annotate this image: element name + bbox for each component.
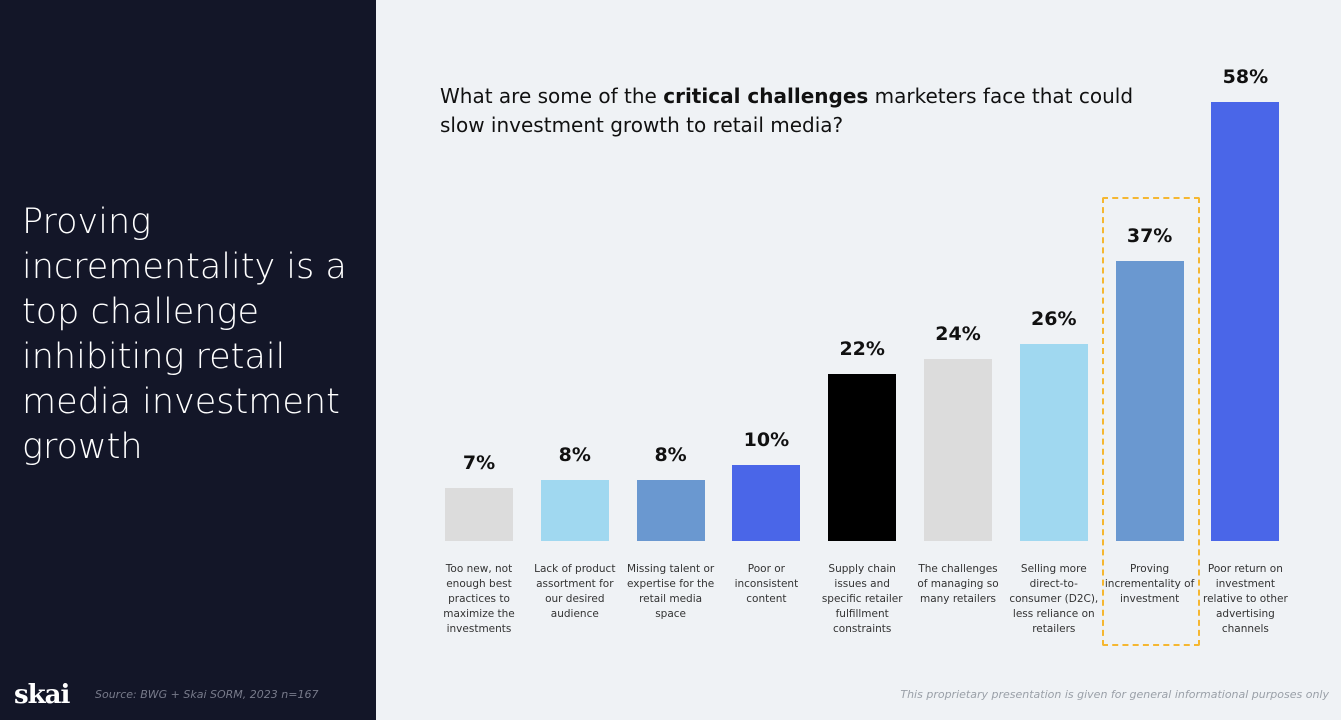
data-label: 22% [839,338,885,361]
skai-logo: skai [14,680,70,710]
data-label: 24% [935,323,981,346]
bar [924,359,992,541]
category-label: Selling more direct-to-consumer (D2C), l… [1009,563,1099,635]
category-label: Poor or inconsistent content [734,563,799,605]
headline: Proving incrementality is a top challeng… [22,202,347,467]
category-label: Supply chain issues and specific retaile… [821,563,903,635]
data-label: 8% [654,444,687,467]
bar [732,465,801,541]
data-label: 37% [1126,224,1173,247]
bar [1019,344,1088,541]
bar [445,488,513,541]
chart-title: What are some of the critical challenges… [440,84,1134,137]
bar [828,374,897,541]
category-label: The challenges of managing so many retai… [917,563,999,605]
category-label: Too new, not enough best practices to ma… [443,563,515,635]
data-label: 10% [743,429,790,452]
category-label: Missing talent or expertise for the reta… [626,563,715,620]
bar [636,480,705,541]
data-label: 7% [462,452,496,475]
category-label: Lack of product assortment for our desir… [534,563,616,620]
category-label: Proving incrementality of investment [1104,563,1195,605]
bar [1115,260,1184,541]
left-panel: Proving incrementality is a top challeng… [0,0,376,720]
source-note: Source: BWG + Skai SORM, 2023 n=167 [95,688,319,701]
data-label: 58% [1222,66,1269,88]
data-label: 8% [558,444,591,467]
data-label: 26% [1031,308,1077,331]
highlight-box [1102,197,1200,646]
disclaimer: This proprietary presentation is given f… [900,688,1329,701]
bar [1211,102,1280,541]
bar [540,480,609,541]
category-label: Poor return on investment relative to ot… [1202,563,1288,635]
